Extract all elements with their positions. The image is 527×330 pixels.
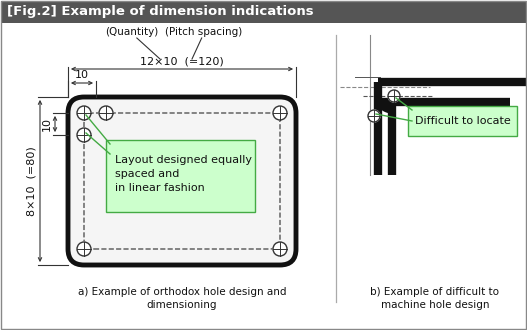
Text: a) Example of orthodox hole design and
dimensioning: a) Example of orthodox hole design and d…: [78, 287, 286, 310]
Circle shape: [273, 242, 287, 256]
Text: 12×10  (=120): 12×10 (=120): [140, 56, 224, 66]
Text: 10: 10: [42, 117, 52, 131]
Circle shape: [99, 106, 113, 120]
Circle shape: [273, 106, 287, 120]
FancyBboxPatch shape: [408, 106, 517, 136]
Text: 10: 10: [75, 70, 89, 80]
Circle shape: [77, 242, 91, 256]
Circle shape: [77, 128, 91, 142]
Circle shape: [368, 110, 380, 122]
Text: (Quantity): (Quantity): [105, 27, 159, 37]
Text: 8×10  (=80): 8×10 (=80): [26, 146, 36, 216]
FancyBboxPatch shape: [68, 97, 296, 265]
FancyBboxPatch shape: [106, 140, 255, 212]
Text: b) Example of difficult to
machine hole design: b) Example of difficult to machine hole …: [370, 287, 500, 310]
Text: Difficult to locate: Difficult to locate: [415, 116, 510, 126]
Bar: [1, 1, 526, 23]
Circle shape: [77, 106, 91, 120]
Text: (Pitch spacing): (Pitch spacing): [165, 27, 242, 37]
Circle shape: [388, 90, 400, 102]
Text: Layout designed equally
spaced and
in linear fashion: Layout designed equally spaced and in li…: [115, 155, 252, 193]
Text: [Fig.2] Example of dimension indications: [Fig.2] Example of dimension indications: [7, 6, 314, 18]
